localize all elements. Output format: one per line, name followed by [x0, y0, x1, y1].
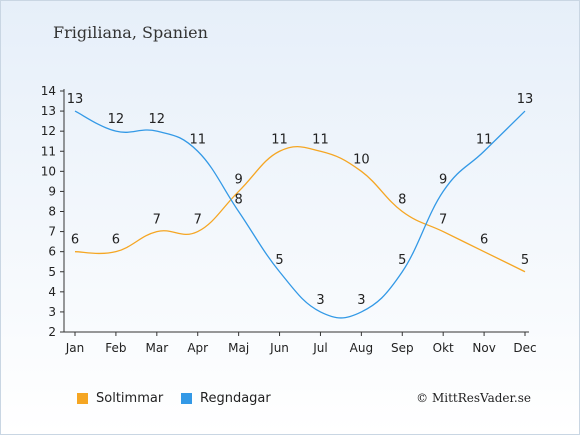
x-tick-label: Mar: [145, 341, 168, 355]
y-tick-label: 11: [41, 144, 56, 158]
legend-label-soltimmar: Soltimmar: [96, 391, 164, 406]
x-tick-label: Dec: [513, 341, 536, 355]
data-label-regndagar: 3: [316, 293, 324, 308]
data-label-regndagar: 5: [275, 253, 283, 268]
x-tick-label: Feb: [105, 341, 126, 355]
data-label-regndagar: 5: [398, 253, 406, 268]
data-label-soltimmar: 10: [353, 152, 370, 167]
x-tick-label: Sep: [391, 341, 414, 355]
data-label-soltimmar: 6: [71, 233, 79, 248]
data-label-regndagar: 3: [357, 293, 365, 308]
data-label-regndagar: 8: [234, 193, 242, 208]
y-tick-label: 2: [48, 325, 56, 339]
x-tick-label: Jul: [312, 341, 327, 355]
series-line-regndagar: [74, 110, 526, 319]
y-tick-label: 12: [41, 124, 56, 138]
y-tick-label: 6: [48, 245, 56, 259]
data-label-regndagar: 12: [108, 112, 125, 127]
y-tick-label: 5: [48, 265, 56, 279]
y-tick-label: 8: [48, 205, 56, 219]
y-tick-label: 4: [48, 285, 56, 299]
y-tick-label: 13: [41, 104, 56, 118]
data-label-soltimmar: 11: [271, 132, 288, 147]
data-label-regndagar: 13: [67, 92, 84, 107]
data-label-soltimmar: 5: [521, 253, 529, 268]
x-tick-label: Apr: [187, 341, 208, 355]
copyright-text: © MittResVader.se: [416, 391, 531, 405]
y-tick-label: 10: [41, 164, 56, 178]
data-label-regndagar: 13: [517, 92, 534, 107]
x-tick-label: Jan: [65, 341, 85, 355]
series-lines: [74, 110, 526, 319]
legend-swatch-regndagar: [181, 393, 192, 404]
legend-label-regndagar: Regndagar: [200, 391, 271, 406]
data-label-soltimmar: 6: [112, 233, 120, 248]
y-tick-label: 3: [48, 305, 56, 319]
x-tick-label: Okt: [433, 341, 454, 355]
axes: 2 3 4 5 6 7 8 9 10 11 12 13 14 Jan Feb Mar Apr Maj Jun Jul A…: [41, 84, 537, 355]
data-label-soltimmar: 11: [312, 132, 329, 147]
data-label-soltimmar: 7: [439, 213, 447, 228]
data-label-soltimmar: 9: [234, 172, 242, 187]
data-label-regndagar: 11: [476, 132, 493, 147]
y-tick-label: 9: [48, 184, 56, 198]
data-label-regndagar: 9: [439, 172, 447, 187]
y-tick-label: 7: [48, 225, 56, 239]
legend-swatch-soltimmar: [77, 393, 88, 404]
data-label-soltimmar: 7: [194, 213, 202, 228]
legend-item-soltimmar: Soltimmar: [77, 391, 163, 406]
x-tick-label: Nov: [472, 341, 495, 355]
data-labels: 6 6 7 7 9 11 11 10 8 7 6 5 13 12 12 11 8 5 3 3 5 9 11 13: [67, 92, 534, 308]
series-line-soltimmar: [74, 146, 526, 273]
chart-title: Frigiliana, Spanien: [53, 23, 208, 42]
data-label-soltimmar: 8: [398, 193, 406, 208]
data-label-soltimmar: 6: [480, 233, 488, 248]
data-label-regndagar: 12: [149, 112, 166, 127]
legend-item-regndagar: Regndagar: [181, 391, 271, 406]
x-tick-label: Jun: [269, 341, 289, 355]
y-tick-label: 14: [41, 84, 56, 98]
x-tick-label: Maj: [228, 341, 249, 355]
data-label-regndagar: 11: [189, 132, 206, 147]
data-label-soltimmar: 7: [153, 213, 161, 228]
x-tick-label: Aug: [350, 341, 373, 355]
